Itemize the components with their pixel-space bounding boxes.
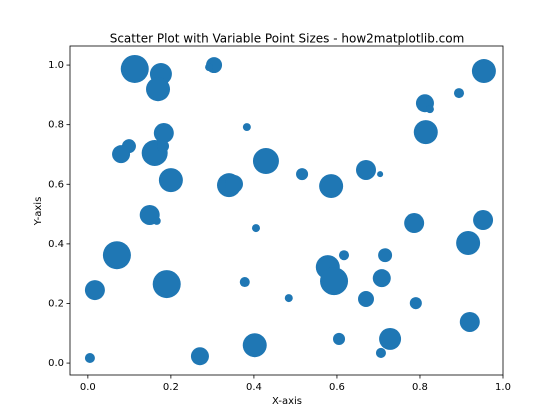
point: [473, 210, 494, 231]
plot-frame: [69, 45, 504, 376]
chart-title: Scatter Plot with Variable Point Sizes -…: [110, 32, 465, 46]
y-tick-label: 0.8: [48, 120, 64, 131]
point: [284, 294, 293, 303]
point: [146, 77, 171, 102]
y-tick-label: 1.0: [48, 60, 64, 71]
x-tick-label: 0.2: [163, 382, 179, 393]
point: [375, 347, 386, 358]
point: [242, 123, 251, 132]
point: [102, 241, 131, 270]
point: [404, 213, 425, 234]
point: [84, 280, 105, 301]
point: [242, 333, 267, 358]
point: [456, 230, 481, 255]
point: [205, 63, 214, 72]
point: [372, 269, 391, 288]
point: [332, 332, 346, 345]
point: [338, 250, 350, 261]
point: [296, 168, 309, 181]
point: [224, 174, 243, 193]
y-axis-label: Y-axis: [33, 197, 44, 227]
y-tick-label: 0.2: [48, 298, 64, 309]
point: [190, 347, 209, 366]
point: [120, 54, 149, 83]
point: [413, 120, 438, 145]
point: [356, 159, 377, 180]
x-tick-label: 1.0: [495, 382, 511, 393]
y-tick-label: 0.4: [48, 239, 64, 250]
point: [251, 224, 260, 233]
point: [358, 291, 374, 307]
point: [471, 59, 496, 84]
point: [459, 311, 480, 332]
x-tick-label: 0.4: [246, 382, 262, 393]
y-tick-label: 0.0: [48, 358, 64, 369]
x-axis-label: X-axis: [272, 396, 302, 407]
point: [320, 267, 349, 296]
point: [84, 353, 95, 364]
x-tick-label: 0.0: [80, 382, 96, 393]
x-tick-label: 0.6: [329, 382, 345, 393]
point: [112, 145, 131, 164]
point: [239, 277, 250, 288]
point: [377, 171, 384, 178]
point: [425, 105, 434, 114]
point: [379, 327, 402, 350]
x-tick-label: 0.8: [412, 382, 428, 393]
point: [156, 140, 170, 153]
point: [158, 168, 183, 193]
point: [152, 270, 181, 299]
point: [378, 248, 393, 263]
point: [252, 148, 279, 175]
point: [409, 297, 422, 310]
point: [153, 123, 174, 144]
point: [453, 88, 465, 99]
y-tick-label: 0.6: [48, 179, 64, 190]
point: [152, 216, 161, 225]
point: [319, 174, 344, 199]
